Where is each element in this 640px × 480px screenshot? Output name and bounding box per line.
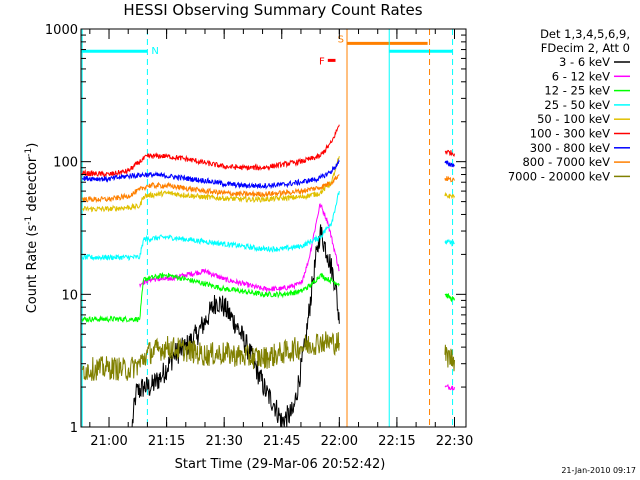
y-tick-label: 100	[53, 156, 78, 171]
x-tick-label: 21:45	[263, 434, 300, 449]
legend-label: 6 - 12 keV	[552, 69, 610, 83]
x-tick-label: 21:15	[148, 434, 185, 449]
series-line	[81, 331, 340, 382]
plot-frame	[80, 28, 467, 428]
legend-label: 25 - 50 keV	[544, 98, 610, 112]
legend-label: 800 - 7000 keV	[522, 155, 610, 169]
series-line	[139, 203, 340, 294]
x-tick-label: 21:00	[90, 434, 127, 449]
y-axis: 1 10 100 1000	[45, 23, 466, 436]
series-line	[444, 149, 455, 157]
series-line	[81, 191, 340, 262]
y-axis-label-mid: detector	[25, 156, 40, 216]
x-tick-label: 22:30	[436, 434, 473, 449]
flag-label: S	[338, 34, 344, 45]
x-tick-label: 21:30	[205, 434, 242, 449]
y-tick-label: 1000	[45, 23, 78, 38]
x-tick-label: 22:15	[378, 434, 415, 449]
series-line	[131, 224, 340, 428]
x-tick-label: 22:00	[321, 434, 358, 449]
y-axis-label: Count Rate (s-1 detector-1)	[24, 143, 40, 314]
series-line	[82, 156, 340, 213]
legend-header: Det 1,3,4,5,6,9,	[540, 27, 630, 41]
y-tick-label: 10	[61, 288, 78, 303]
series-line	[81, 174, 340, 204]
y-axis-label-main: Count Rate (s	[25, 225, 40, 314]
series-line	[444, 383, 455, 391]
legend: Det 1,3,4,5,6,9,FDecim 2, Att 03 - 6 keV…	[508, 27, 630, 183]
series-line	[81, 124, 340, 178]
series-line	[444, 160, 455, 168]
flag-label: F	[319, 56, 325, 67]
y-axis-label-sup1: -1	[24, 216, 34, 225]
y-axis-label-sup2: -1	[24, 148, 34, 157]
flag-label: N	[151, 46, 158, 57]
series-line	[444, 344, 455, 372]
series-line	[81, 158, 340, 190]
series-line	[444, 175, 455, 183]
y-tick-label: 1	[70, 421, 78, 436]
legend-label: 100 - 300 keV	[530, 127, 610, 141]
flags-layer: N F S	[81, 34, 453, 67]
series-line	[444, 191, 455, 200]
legend-label: 12 - 25 keV	[544, 84, 610, 98]
legend-label: 7000 - 20000 keV	[508, 169, 610, 183]
series-line	[444, 238, 455, 247]
legend-label: 50 - 100 keV	[537, 112, 610, 126]
series-layer	[81, 124, 455, 428]
x-axis: 21:00 21:15 21:30 21:45 22:00 22:15 22:30	[89, 29, 473, 449]
x-axis-label: Start Time (29-Mar-06 20:52:42)	[175, 457, 386, 472]
legend-label: 300 - 800 keV	[530, 141, 610, 155]
legend-label: 3 - 6 keV	[559, 55, 610, 69]
series-line	[444, 293, 455, 303]
y-axis-label-end: )	[25, 143, 40, 148]
series-line	[81, 272, 340, 323]
footer-timestamp: 21-Jan-2010 09:17	[561, 466, 636, 475]
legend-header: FDecim 2, Att 0	[541, 41, 630, 55]
chart-title: HESSI Observing Summary Count Rates	[123, 1, 422, 19]
